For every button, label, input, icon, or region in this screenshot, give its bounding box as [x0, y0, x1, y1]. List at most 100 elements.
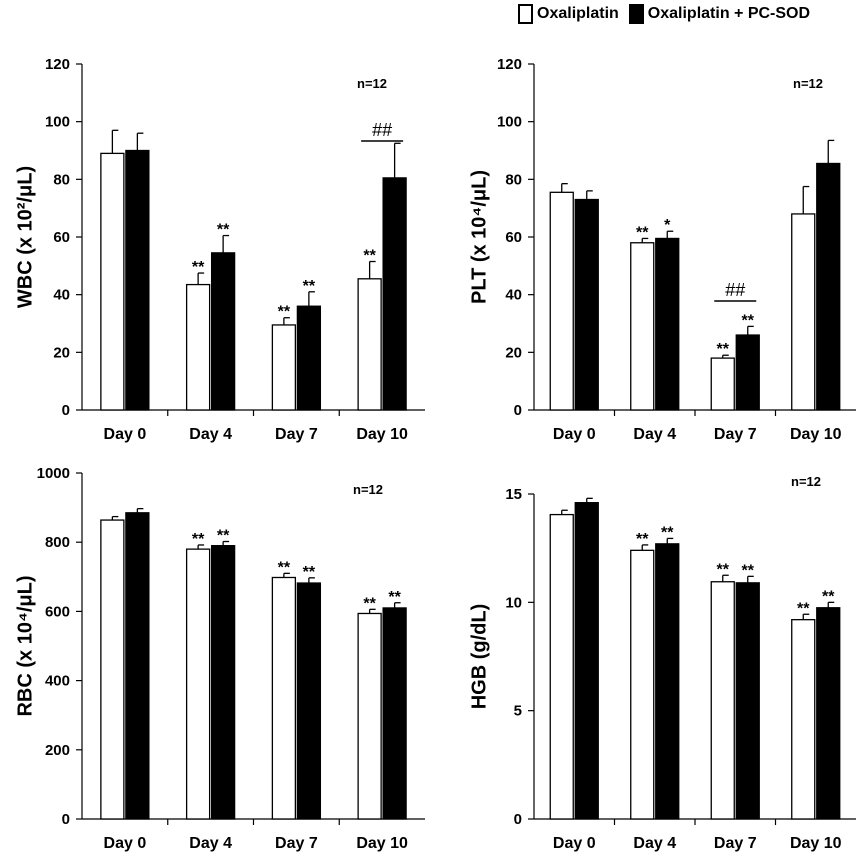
bar-oxaliplatin: [630, 242, 655, 411]
y-tick-label: 80: [53, 171, 70, 188]
significance-marker: **: [742, 562, 755, 579]
x-category-label: Day 4: [189, 426, 232, 443]
chart-panel-wbc: 0 20 40 60 80 100 120 WBC (x 10²/μL) n=12 Day 0 Da…: [14, 56, 425, 443]
bar-oxaliplatin: [185, 283, 211, 411]
x-category-label: Day 0: [553, 426, 596, 443]
significance-marker: **: [822, 588, 835, 605]
x-category-label: Day 7: [275, 835, 318, 852]
x-category-label: Day 0: [104, 426, 147, 443]
bar-pc-sod: [210, 252, 236, 411]
significance-marker: **: [278, 559, 291, 576]
significance-marker: *: [664, 217, 671, 234]
chart-panel-plt: 0 20 40 60 80 100 120 PLT (x 10⁴/μL) n=12 Day 0 Da…: [468, 56, 856, 443]
y-tick-label: 200: [45, 742, 70, 759]
n-label: n=12: [353, 482, 383, 497]
y-tick-label: 100: [497, 114, 522, 131]
significance-marker: **: [217, 222, 230, 239]
y-tick-label: 120: [497, 56, 522, 73]
bar-oxaliplatin: [710, 357, 735, 411]
y-tick-label: 0: [62, 811, 70, 828]
y-tick-label: 100: [45, 114, 70, 131]
y-axis-label: WBC (x 10²/μL): [14, 166, 36, 308]
bar-oxaliplatin: [549, 191, 574, 411]
bar-pc-sod: [735, 582, 760, 820]
legend: Oxaliplatin Oxaliplatin + PC-SOD: [518, 4, 820, 24]
y-tick-label: 60: [53, 229, 70, 246]
legend-label-pc-sod: Oxaliplatin + PC-SOD: [647, 5, 811, 22]
y-tick-label: 40: [505, 287, 522, 304]
x-category-label: Day 7: [275, 426, 318, 443]
significance-marker: **: [636, 531, 649, 548]
y-tick-label: 60: [505, 229, 522, 246]
bar-pc-sod: [125, 512, 150, 820]
bar-oxaliplatin: [185, 548, 211, 820]
y-axis-label: RBC (x 10⁴/μL): [14, 575, 36, 716]
y-axis-label: HGB (g/dL): [468, 604, 490, 710]
bar-pc-sod: [735, 334, 760, 411]
significance-marker: **: [278, 304, 291, 321]
x-category-label: Day 0: [104, 835, 147, 852]
y-tick-label: 20: [505, 344, 522, 361]
bar-oxaliplatin: [357, 612, 382, 820]
x-category-label: Day 4: [633, 835, 676, 852]
bar-pc-sod: [382, 607, 407, 820]
n-label: n=12: [791, 474, 821, 489]
y-tick-label: 80: [505, 171, 522, 188]
x-category-label: Day 10: [356, 835, 408, 852]
bar-pc-sod: [382, 177, 407, 411]
x-category-label: Day 10: [356, 426, 408, 443]
significance-marker: **: [717, 341, 730, 358]
bar-oxaliplatin: [271, 576, 297, 820]
significance-marker: **: [388, 589, 401, 606]
y-axis-label: PLT (x 10⁴/μL): [468, 170, 490, 304]
x-category-label: Day 10: [790, 835, 842, 852]
bar-pc-sod: [125, 149, 150, 411]
significance-marker: **: [192, 259, 205, 276]
bar-pc-sod: [296, 305, 322, 411]
significance-marker: **: [192, 531, 205, 548]
y-tick-label: 1000: [37, 465, 70, 482]
comparison-marker: ##: [372, 120, 392, 140]
bar-pc-sod: [816, 607, 841, 820]
x-category-label: Day 0: [553, 835, 596, 852]
bar-oxaliplatin: [549, 513, 574, 820]
significance-marker: **: [636, 224, 649, 241]
bar-oxaliplatin: [357, 278, 382, 411]
bar-pc-sod: [210, 545, 236, 820]
significance-marker: **: [717, 561, 730, 578]
comparison-marker: ##: [725, 280, 745, 300]
n-label: n=12: [357, 76, 387, 91]
y-tick-label: 120: [45, 56, 70, 73]
x-category-label: Day 10: [790, 426, 842, 443]
y-tick-label: 5: [514, 703, 522, 720]
chart-panel-hgb: 0 5 10 15 HGB (g/dL) n=12 Day 0 Day 4 ** ** Day 7 *…: [468, 474, 856, 852]
bar-pc-sod: [574, 198, 599, 411]
significance-marker: **: [363, 595, 376, 612]
y-tick-label: 0: [62, 402, 70, 419]
bar-oxaliplatin: [791, 619, 816, 820]
bar-pc-sod: [655, 237, 680, 411]
y-tick-label: 10: [505, 594, 522, 611]
y-tick-label: 15: [505, 486, 522, 503]
bar-oxaliplatin: [271, 324, 297, 411]
n-label: n=12: [793, 76, 823, 91]
y-tick-label: 800: [45, 534, 70, 551]
legend-item-oxaliplatin: Oxaliplatin: [518, 4, 619, 24]
bar-pc-sod: [574, 502, 599, 820]
significance-marker: **: [217, 528, 230, 545]
bar-pc-sod: [655, 543, 680, 820]
significance-marker: **: [303, 278, 316, 295]
chart-panel-rbc: 0 200 400 600 800 1000 RBC (x 10⁴/μL) n=12 Day 0…: [14, 465, 425, 852]
bar-oxaliplatin: [100, 152, 125, 411]
x-category-label: Day 7: [714, 835, 757, 852]
significance-marker: **: [363, 248, 376, 265]
bar-oxaliplatin: [630, 549, 655, 820]
bar-pc-sod: [816, 162, 841, 411]
significance-marker: **: [797, 600, 810, 617]
bar-oxaliplatin: [100, 519, 125, 820]
significance-marker: **: [661, 524, 674, 541]
legend-swatch-black: [628, 4, 644, 24]
y-tick-label: 0: [514, 402, 522, 419]
bar-oxaliplatin: [791, 213, 816, 411]
